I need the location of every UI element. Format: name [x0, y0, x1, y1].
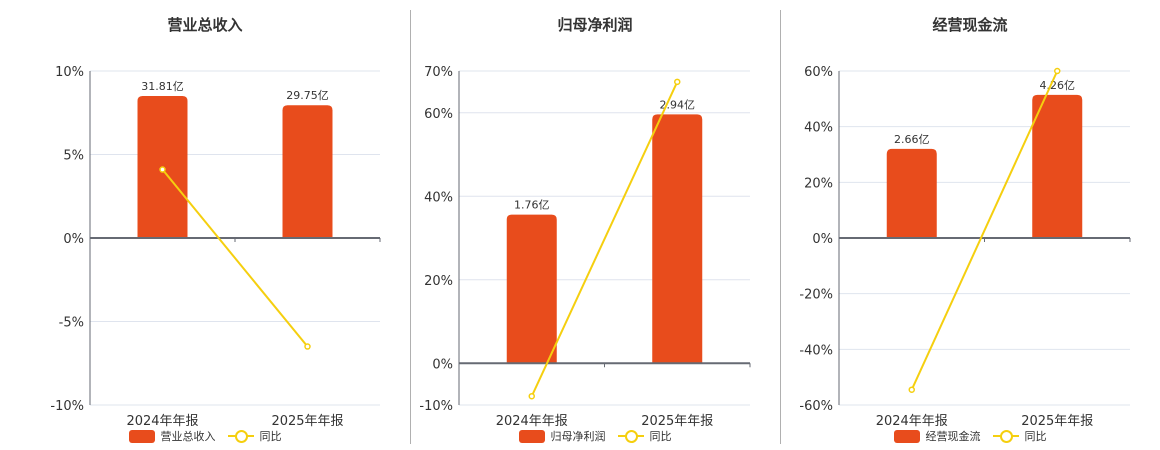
y-tick-label: 0%: [63, 232, 84, 247]
yoy-point[interactable]: [1054, 67, 1061, 75]
x-tick-label: 2024年年报: [876, 414, 948, 429]
bar-value-label: 1.76亿: [514, 199, 550, 212]
legend-line-label[interactable]: 同比: [1024, 430, 1047, 443]
chart-title: 营业总收入: [167, 16, 243, 34]
x-tick-label: 2025年年报: [1021, 414, 1093, 429]
yoy-line: [530, 81, 679, 397]
chart-legend: 归母净利润 同比: [410, 428, 780, 444]
y-tick-label: 0%: [432, 357, 453, 372]
bar[interactable]: [282, 105, 333, 238]
chart-title: 归母净利润: [557, 16, 633, 34]
y-tick-label: -40%: [799, 343, 833, 358]
chart-plot: 10% 5% 0% -5% -10% 31.81亿 2024年年报 29.75亿 2025年年报: [50, 65, 381, 429]
panel-divider: [410, 10, 411, 444]
y-tick-label: 20%: [424, 274, 453, 289]
y-tick-label: -5%: [59, 316, 84, 331]
yoy-point[interactable]: [674, 78, 681, 86]
bar[interactable]: [652, 114, 703, 364]
chart-panel-net-profit: 归母净利润 70% 60% 40% 20% 0% -10% 1.76亿 2024年年报 2.94…: [410, 0, 780, 450]
y-tick-label: 40%: [424, 190, 453, 205]
bar[interactable]: [506, 214, 557, 364]
bar-value-label: 29.75亿: [286, 89, 329, 102]
y-tick-label: -20%: [799, 288, 833, 303]
panel-divider: [780, 10, 781, 444]
yoy-line: [910, 70, 1059, 391]
y-tick-label: 5%: [63, 149, 84, 164]
bar-value-label: 31.81亿: [141, 80, 184, 93]
legend-bar-swatch[interactable]: [518, 429, 545, 443]
yoy-line: [161, 168, 309, 348]
y-tick-label: 40%: [804, 121, 833, 136]
legend-line-icon[interactable]: [617, 429, 644, 443]
legend-bar-label[interactable]: 归母净利润: [550, 430, 606, 443]
legend-line-label[interactable]: 同比: [649, 430, 672, 443]
chart-plot: 70%60%40%20%0%-10%1.76亿2024年年报2.94亿2025年…: [419, 65, 751, 429]
y-tick-label: -10%: [419, 399, 453, 414]
x-tick-label: 2024年年报: [496, 414, 568, 429]
x-tick-label: 2025年年报: [641, 414, 713, 429]
yoy-point[interactable]: [159, 166, 166, 173]
chart-legend: 经营现金流 同比: [780, 428, 1160, 444]
y-tick-label: 70%: [424, 65, 453, 80]
yoy-point[interactable]: [908, 386, 915, 393]
legend-bar-swatch[interactable]: [893, 429, 920, 443]
bar-value-label: 4.26亿: [1040, 79, 1076, 92]
bar[interactable]: [1032, 94, 1083, 238]
chart-plot: 60% 40% 20% 0% -20% -40% -60% 2.66亿 2024年年报 4.26亿…: [799, 65, 1131, 429]
bar-value-label: 2.66亿: [894, 133, 930, 146]
legend-line-icon[interactable]: [227, 429, 254, 443]
chart-title: 经营现金流: [932, 16, 1008, 34]
x-tick-label: 2024年年报: [126, 414, 198, 429]
legend-bar-swatch[interactable]: [128, 429, 155, 443]
bar[interactable]: [886, 148, 937, 238]
y-tick-label: 20%: [804, 176, 833, 191]
chart-panel-revenue: 营业总收入 10% 5% 0% -5% -10% 31.81亿 2024年年报 29.75亿 2…: [0, 0, 410, 450]
yoy-point[interactable]: [304, 343, 311, 350]
y-tick-label: 0%: [812, 232, 833, 247]
y-tick-label: -60%: [799, 399, 833, 414]
legend-bar-label[interactable]: 经营现金流: [925, 430, 981, 443]
legend-line-icon[interactable]: [992, 429, 1019, 443]
y-tick-label: -10%: [50, 399, 84, 414]
chart-legend: 营业总收入 同比: [0, 428, 410, 444]
chart-panel-operating-cashflow: 经营现金流 60% 40% 20% 0% -20% -40% -60% 2.66亿 2024年年…: [780, 0, 1160, 450]
y-tick-label: 60%: [804, 65, 833, 80]
yoy-point[interactable]: [528, 392, 535, 400]
y-tick-label: 60%: [424, 107, 453, 122]
legend-bar-label[interactable]: 营业总收入: [160, 430, 216, 443]
x-tick-label: 2025年年报: [271, 414, 343, 429]
y-tick-label: 10%: [55, 65, 84, 80]
legend-line-label[interactable]: 同比: [259, 430, 282, 443]
